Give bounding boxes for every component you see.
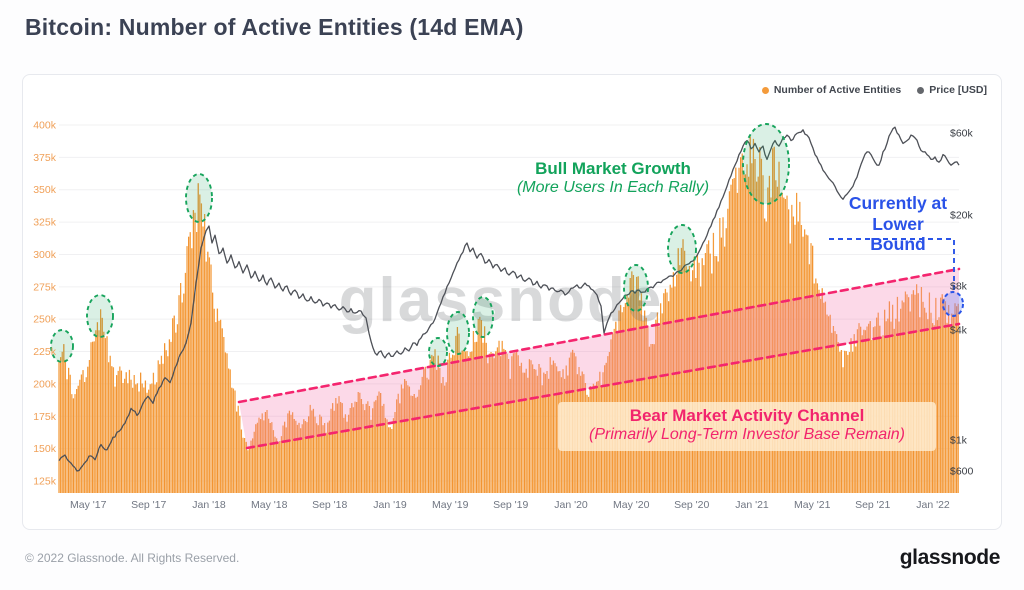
svg-text:$4k: $4k	[950, 325, 968, 337]
entities-dot-icon	[761, 86, 769, 94]
annotation-bear-channel: Bear Market Activity Channel (Primarily …	[558, 402, 936, 451]
svg-text:Jan '20: Jan '20	[554, 499, 588, 511]
bull-market-title: Bull Market Growth	[535, 159, 691, 178]
svg-text:275k: 275k	[33, 281, 57, 293]
svg-text:May '21: May '21	[794, 499, 831, 511]
svg-text:Jan '18: Jan '18	[192, 499, 226, 511]
copyright-text: © 2022 Glassnode. All Rights Reserved.	[25, 551, 240, 565]
svg-text:Sep '20: Sep '20	[674, 499, 709, 511]
svg-text:Jan '19: Jan '19	[373, 499, 407, 511]
glassnode-logo: glassnode	[899, 546, 1001, 569]
currently-line1: Currently at	[848, 193, 948, 213]
svg-text:$8k: $8k	[950, 281, 968, 293]
legend-entities-label: Number of Active Entities	[773, 84, 902, 96]
chart-legend: Number of Active Entities Price [USD]	[761, 84, 987, 96]
page-title: Bitcoin: Number of Active Entities (14d …	[25, 14, 524, 40]
chart-canvas[interactable]: glassnode 400k 375k 350k 325k 300k 275k 250k 225…	[23, 75, 1001, 529]
svg-text:Jan '21: Jan '21	[735, 499, 769, 511]
price-dot-icon	[917, 86, 925, 94]
svg-text:300k: 300k	[33, 249, 57, 261]
svg-text:225k: 225k	[33, 346, 57, 358]
bear-channel-title: Bear Market Activity Channel	[629, 406, 865, 425]
svg-text:May '17: May '17	[70, 499, 107, 511]
svg-text:Sep '19: Sep '19	[493, 499, 528, 511]
svg-text:350k: 350k	[33, 184, 57, 196]
svg-text:$600: $600	[950, 466, 974, 478]
svg-text:May '19: May '19	[432, 499, 469, 511]
svg-text:375k: 375k	[33, 152, 57, 164]
svg-text:175k: 175k	[33, 411, 57, 423]
svg-text:Jan '22: Jan '22	[916, 499, 950, 511]
svg-text:125k: 125k	[33, 475, 57, 487]
svg-text:May '20: May '20	[613, 499, 650, 511]
svg-text:Sep '17: Sep '17	[131, 499, 166, 511]
svg-text:325k: 325k	[33, 217, 57, 229]
svg-text:$1k: $1k	[950, 435, 968, 447]
svg-text:150k: 150k	[33, 443, 57, 455]
svg-text:Sep '18: Sep '18	[312, 499, 347, 511]
chart-card: glassnode 400k 375k 350k 325k 300k 275k 250k 225…	[22, 74, 1002, 530]
legend-item-entities[interactable]: Number of Active Entities	[761, 84, 902, 96]
bear-channel-subtitle: (Primarily Long-Term Investor Base Remai…	[589, 426, 905, 444]
svg-text:May '18: May '18	[251, 499, 288, 511]
legend-item-price[interactable]: Price [USD]	[917, 84, 987, 96]
svg-text:200k: 200k	[33, 378, 57, 390]
svg-text:250k: 250k	[33, 314, 57, 326]
svg-text:glassnode: glassnode	[339, 266, 664, 335]
svg-text:400k: 400k	[33, 120, 57, 132]
currently-line2: Lower Bound	[870, 213, 926, 255]
legend-price-label: Price [USD]	[929, 84, 987, 96]
annotation-bull-market: Bull Market Growth (More Users In Each R…	[517, 159, 709, 198]
svg-text:Sep '21: Sep '21	[855, 499, 890, 511]
svg-text:$60k: $60k	[950, 128, 974, 140]
svg-text:$20k: $20k	[950, 210, 974, 222]
bull-market-subtitle: (More Users In Each Rally)	[516, 179, 710, 197]
annotation-currently-lower-bound: Currently at Lower Bound	[847, 193, 950, 255]
